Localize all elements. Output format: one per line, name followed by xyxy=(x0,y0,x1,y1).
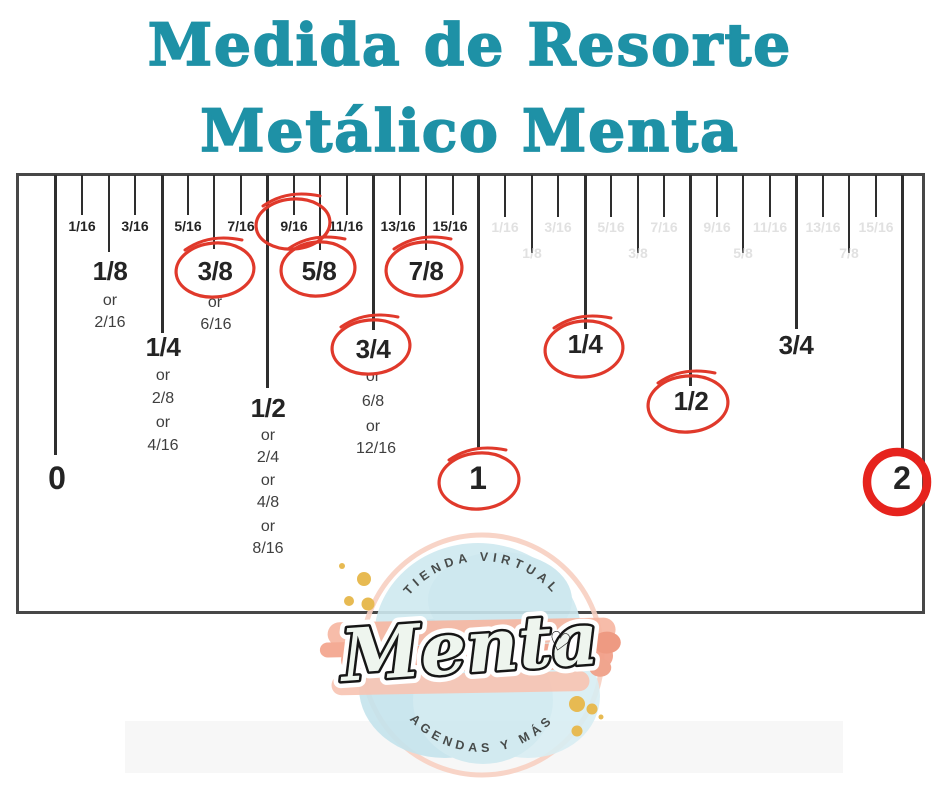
label-6-8: 6/8 xyxy=(361,393,385,410)
ruler-tick xyxy=(53,175,57,455)
label-4-8: 4/8 xyxy=(256,494,280,511)
highlight-circle-sketch xyxy=(279,235,357,298)
label-1-4: 1/4 xyxy=(567,329,603,359)
highlight-circle-sketch xyxy=(646,369,730,434)
ruler-tick xyxy=(637,175,639,253)
label-1-8: 1/8 xyxy=(92,256,128,286)
ruler-tick xyxy=(610,175,612,217)
label-7-8: 7/8 xyxy=(408,256,444,286)
label-5-16: 5/16 xyxy=(597,219,625,235)
ruler-tick xyxy=(81,175,83,215)
label-5-8: 5/8 xyxy=(301,256,337,286)
label-2: 2 xyxy=(893,460,911,496)
ruler-tick xyxy=(319,175,321,250)
ruler-tick xyxy=(399,175,401,215)
highlight-circle-sketch xyxy=(437,446,521,511)
label-3-4: 3/4 xyxy=(778,330,814,360)
ruler-tick xyxy=(794,175,798,329)
ruler-tick xyxy=(240,175,242,215)
label-15-16: 15/16 xyxy=(432,218,468,234)
ruler-tick xyxy=(346,175,348,215)
highlight-circle-bold xyxy=(862,447,932,517)
ruler-tick xyxy=(160,175,164,333)
label-1-16: 1/16 xyxy=(68,218,96,234)
label-2-16: 2/16 xyxy=(94,314,126,331)
ruler-tick xyxy=(583,175,587,329)
label-or: or xyxy=(155,414,171,431)
ruler-tick xyxy=(531,175,533,253)
logo-gold-dots xyxy=(339,563,604,737)
label-or: or xyxy=(260,427,276,444)
highlight-circle-sketch xyxy=(384,235,464,298)
ruler-tick xyxy=(108,175,110,252)
ruler-tick xyxy=(742,175,744,253)
label-4-16: 4/16 xyxy=(147,437,179,454)
label-1: 1 xyxy=(469,460,487,496)
label-1-2: 1/2 xyxy=(673,386,709,416)
ruler-tick xyxy=(371,175,375,330)
ruler-tick xyxy=(688,175,692,386)
label-1-8: 1/8 xyxy=(522,245,542,261)
ruler-tick xyxy=(900,175,904,450)
label-11-16: 11/16 xyxy=(328,218,364,234)
label-or: or xyxy=(260,518,276,535)
page-title-line2: Metálico Menta xyxy=(199,97,740,165)
label-7-16: 7/16 xyxy=(650,219,678,235)
label-or: or xyxy=(155,367,171,384)
ruler-tick xyxy=(425,175,427,250)
label-5-16: 5/16 xyxy=(174,218,202,234)
ruler-tick xyxy=(822,175,824,217)
label-13-16: 13/16 xyxy=(805,219,841,235)
ruler-tick xyxy=(663,175,665,217)
label-or: or xyxy=(102,292,118,309)
label-3-8: 3/8 xyxy=(628,245,648,261)
page-title-line1: Medida de Resorte xyxy=(147,11,793,79)
ruler-tick xyxy=(187,175,189,215)
label-8-16: 8/16 xyxy=(252,540,284,557)
label-5-8: 5/8 xyxy=(733,245,753,261)
ruler-tick xyxy=(134,175,136,215)
label-1-2: 1/2 xyxy=(250,393,286,423)
label-0: 0 xyxy=(48,460,66,496)
label-2-8: 2/8 xyxy=(151,390,175,407)
label-7-8: 7/8 xyxy=(839,245,859,261)
ruler-tick xyxy=(769,175,771,217)
highlight-circle-sketch xyxy=(330,313,412,376)
label-1-16: 1/16 xyxy=(491,219,519,235)
highlight-circle-sketch xyxy=(174,236,256,299)
label-3-16: 3/16 xyxy=(544,219,572,235)
label-13-16: 13/16 xyxy=(380,218,416,234)
label-3-8: 3/8 xyxy=(197,256,233,286)
ruler-tick xyxy=(557,175,559,217)
label-3-16: 3/16 xyxy=(121,218,149,234)
label-3-4: 3/4 xyxy=(355,334,391,364)
label-2-4: 2/4 xyxy=(256,449,280,466)
ruler-tick xyxy=(504,175,506,217)
ruler-tick xyxy=(848,175,850,253)
label-or: or xyxy=(260,472,276,489)
logo-brush-strokes xyxy=(319,617,621,696)
ruler-tick xyxy=(875,175,877,217)
label-9-16: 9/16 xyxy=(703,219,731,235)
ruler-tick xyxy=(213,175,215,249)
label-1-4: 1/4 xyxy=(145,332,181,362)
logo-script: Menta xyxy=(335,595,601,698)
ruler-tick xyxy=(265,175,269,388)
label-7-16: 7/16 xyxy=(227,218,255,234)
label-or: or xyxy=(365,418,381,435)
label-12-16: 12/16 xyxy=(355,440,397,457)
ruler-tick xyxy=(476,175,480,450)
label-9-16: 9/16 xyxy=(280,218,308,234)
label-11-16: 11/16 xyxy=(752,219,788,235)
highlight-circle-sketch xyxy=(543,314,625,379)
ruler-tick xyxy=(716,175,718,217)
ruler-tick xyxy=(452,175,454,215)
label-6-16: 6/16 xyxy=(200,316,232,333)
label-15-16: 15/16 xyxy=(858,219,894,235)
